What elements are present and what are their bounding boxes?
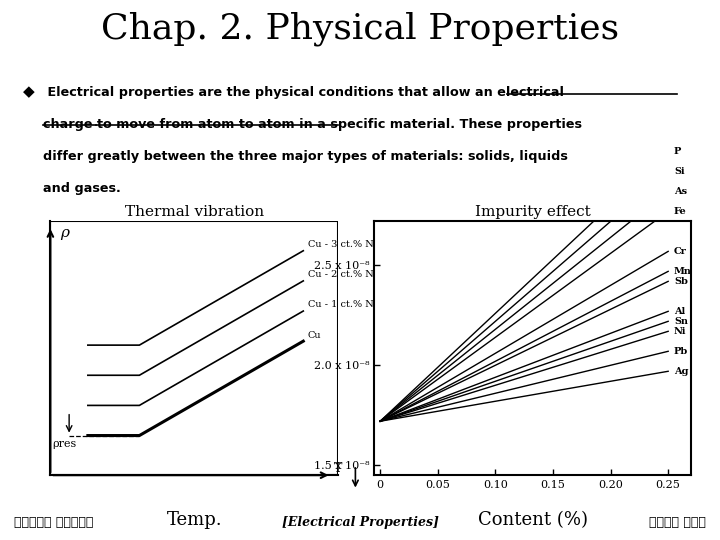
Text: Temp.: Temp. bbox=[166, 511, 222, 529]
Text: 부산대학교 재료공학부: 부산대학교 재료공학부 bbox=[14, 516, 94, 530]
Text: Cu - 3 ct.% Ni: Cu - 3 ct.% Ni bbox=[308, 240, 377, 249]
Text: Sb: Sb bbox=[674, 277, 688, 286]
Text: Content (%): Content (%) bbox=[478, 511, 588, 529]
Text: ρ: ρ bbox=[60, 226, 69, 240]
Text: Sn: Sn bbox=[674, 317, 688, 326]
Text: Si: Si bbox=[674, 167, 685, 176]
Title: Thermal vibration: Thermal vibration bbox=[125, 205, 264, 219]
Text: Ni: Ni bbox=[674, 327, 686, 336]
Text: Cu - 2 ct.% Ni: Cu - 2 ct.% Ni bbox=[308, 271, 377, 279]
Text: Cr: Cr bbox=[674, 247, 687, 256]
Text: T: T bbox=[333, 462, 342, 475]
Text: ρres: ρres bbox=[53, 438, 77, 449]
Title: Impurity effect: Impurity effect bbox=[475, 205, 590, 219]
Text: As: As bbox=[674, 187, 687, 196]
Text: charge to move from atom to atom in a specific material. These properties: charge to move from atom to atom in a sp… bbox=[43, 118, 582, 131]
Text: and gases.: and gases. bbox=[43, 181, 121, 194]
Text: Electrical properties are the physical conditions that allow an electrical: Electrical properties are the physical c… bbox=[43, 86, 564, 99]
Text: ◆: ◆ bbox=[23, 84, 35, 99]
Text: differ greatly between the three major types of materials: solids, liquids: differ greatly between the three major t… bbox=[43, 150, 568, 163]
Text: Mn: Mn bbox=[674, 267, 692, 276]
Text: Ag: Ag bbox=[674, 367, 688, 376]
Text: Al: Al bbox=[674, 307, 685, 316]
Text: Chap. 2. Physical Properties: Chap. 2. Physical Properties bbox=[101, 12, 619, 46]
Text: P: P bbox=[674, 147, 681, 156]
Text: Cu - 1 ct.% Ni: Cu - 1 ct.% Ni bbox=[308, 300, 377, 309]
Text: Cu: Cu bbox=[308, 330, 322, 340]
Text: Fe: Fe bbox=[674, 207, 687, 216]
Text: [Electrical Properties]: [Electrical Properties] bbox=[282, 516, 438, 530]
Text: 계면공학 연구실: 계면공학 연구실 bbox=[649, 516, 706, 530]
Text: Pb: Pb bbox=[674, 347, 688, 356]
